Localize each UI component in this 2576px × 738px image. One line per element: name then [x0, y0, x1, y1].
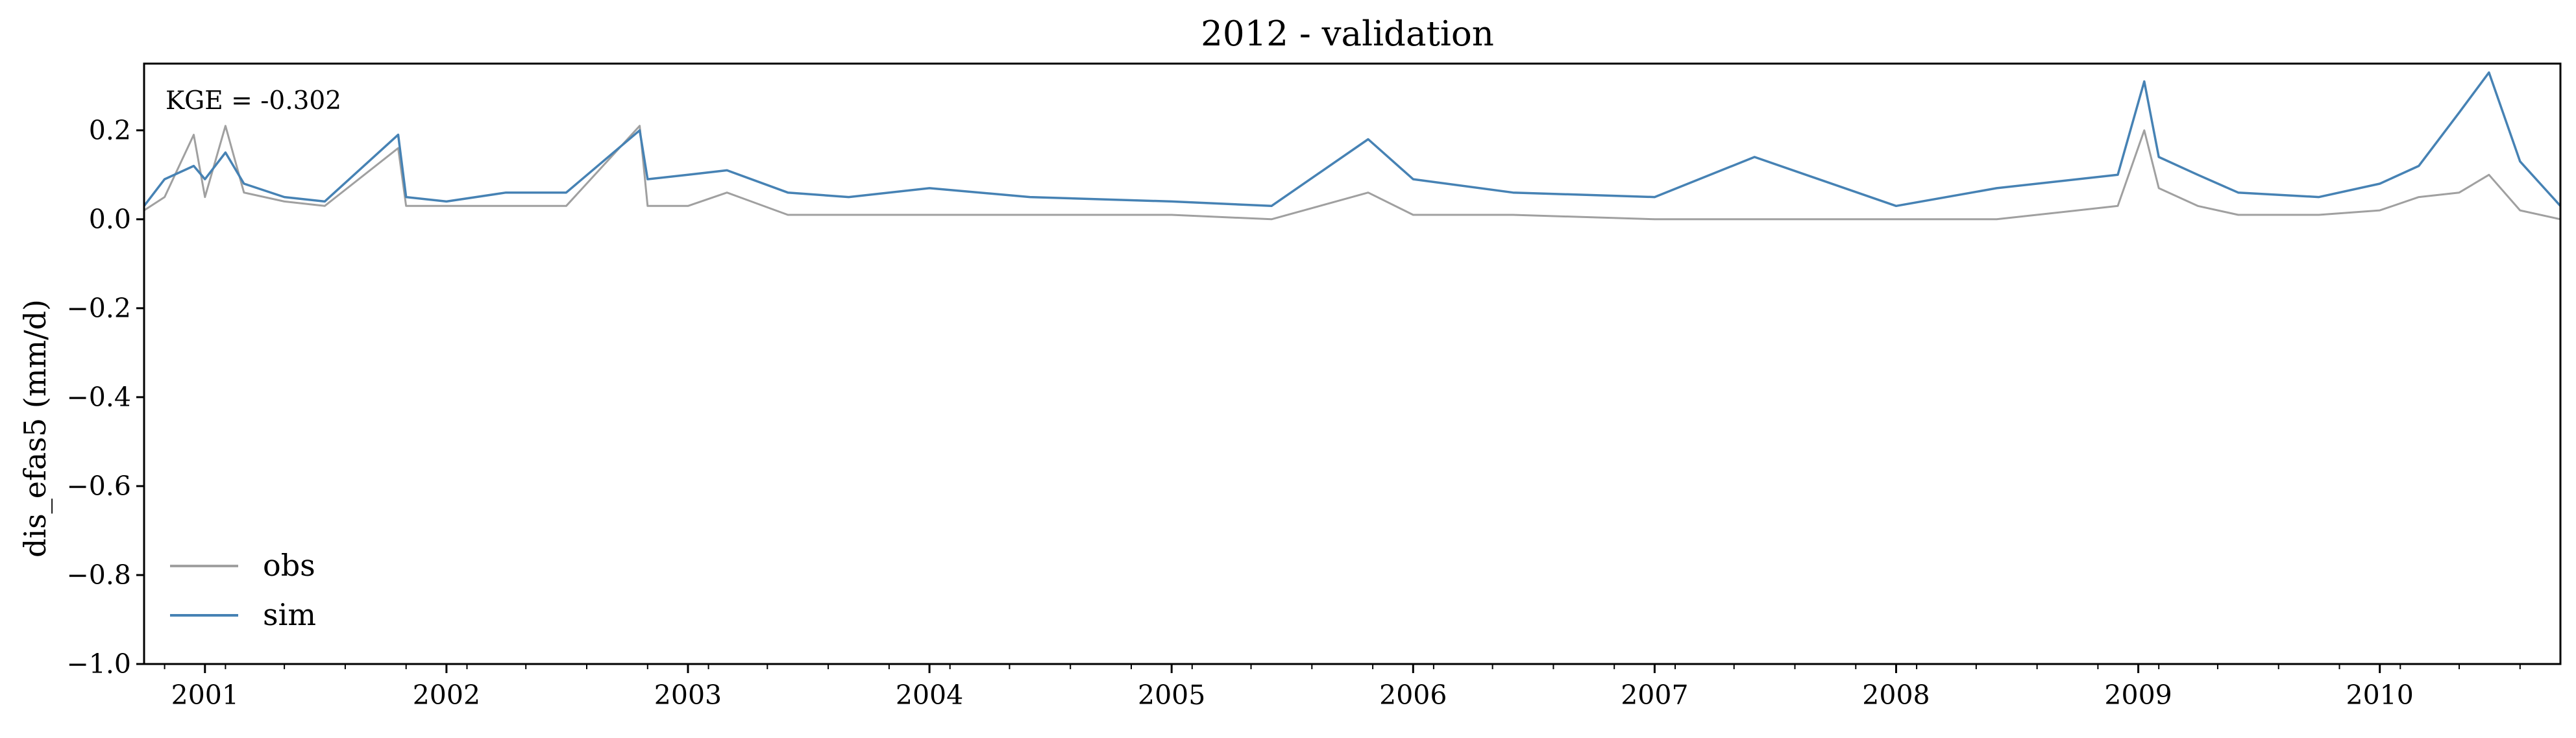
y-tick-label: −0.2 [66, 293, 131, 324]
kge-annotation: KGE = -0.302 [166, 86, 341, 116]
y-tick-label: 0.0 [89, 204, 131, 235]
x-tick-label: 2007 [1621, 680, 1688, 711]
plot-area-frame [143, 62, 2562, 665]
x-tick-label: 2005 [1138, 680, 1205, 711]
y-axis-label: dis_efas5 (mm/d) [18, 299, 53, 558]
x-tick-label: 2003 [654, 680, 722, 711]
y-tick-label: −0.4 [66, 382, 131, 413]
legend-label: obs [263, 548, 315, 583]
y-tick-label: −0.6 [66, 471, 131, 502]
chart-title: 2012 - validation [1201, 14, 1494, 54]
x-tick-label: 2001 [171, 680, 239, 711]
x-tick-label: 2010 [2346, 680, 2414, 711]
y-axis: 0.2 0.0 −0.2 −0.4 −0.6 −0.8 −1.0 [66, 115, 144, 680]
x-tick-label: 2008 [1862, 680, 1930, 711]
series-line-obs [143, 125, 2561, 221]
x-tick-label: 2006 [1379, 680, 1447, 711]
y-tick-label: 0.2 [89, 115, 131, 146]
series-line-sim [143, 71, 2562, 208]
legend: obs sim [170, 548, 316, 632]
legend-label: sim [263, 597, 316, 632]
x-axis: 2001 2002 2003 2004 2005 2006 2007 2008 2009 2010 [164, 664, 2521, 711]
x-tick-label: 2009 [2104, 680, 2172, 711]
series-layer [143, 71, 2562, 221]
y-tick-label: −1.0 [66, 648, 131, 680]
x-tick-label: 2004 [896, 680, 963, 711]
y-tick-label: −0.8 [66, 560, 131, 591]
x-tick-label: 2002 [413, 680, 480, 711]
